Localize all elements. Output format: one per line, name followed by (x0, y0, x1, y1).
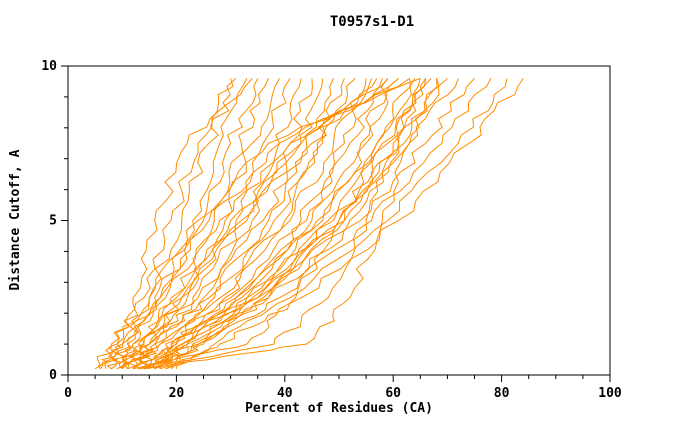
model-curve (154, 78, 412, 370)
y-tick-label: 5 (49, 214, 57, 229)
axis-tick-labels: 0 20 40 60 80 100 0 5 10 (41, 59, 622, 401)
y-tick-label: 10 (41, 59, 57, 74)
model-curve (154, 78, 399, 370)
model-curve (145, 78, 389, 370)
x-tick-label: 60 (385, 386, 401, 401)
model-curve (118, 78, 399, 370)
model-curve (148, 78, 383, 369)
model-curve (116, 77, 410, 370)
model-curve (138, 78, 427, 370)
model-curves (94, 77, 524, 370)
model-curve (121, 78, 280, 370)
model-curve (170, 78, 508, 370)
model-curve (151, 78, 459, 370)
x-tick-label: 100 (598, 386, 622, 401)
model-curve (143, 78, 432, 370)
model-curve (132, 78, 324, 370)
model-curve (106, 78, 259, 370)
model-curve (104, 78, 248, 369)
model-curve (143, 78, 367, 370)
x-tick-label: 40 (277, 386, 293, 401)
model-curve (159, 78, 421, 370)
model-curve (132, 78, 416, 370)
x-tick-label: 0 (64, 386, 72, 401)
x-tick-label: 20 (169, 386, 185, 401)
axis-ticks (61, 65, 611, 382)
model-curve (143, 78, 440, 370)
model-curve (165, 78, 438, 370)
model-curve (165, 78, 492, 370)
model-curve (132, 78, 378, 370)
x-axis-label: Percent of Residues (CA) (245, 401, 433, 416)
model-curve (121, 78, 291, 369)
model-curve (97, 78, 253, 370)
y-tick-label: 0 (49, 368, 57, 383)
model-curve (125, 78, 313, 370)
model-curve (138, 78, 356, 370)
y-axis-label: Distance Cutoff, A (8, 149, 23, 290)
x-tick-label: 80 (494, 386, 510, 401)
chart-title: T0957s1-D1 (330, 14, 414, 30)
model-curve (111, 77, 421, 370)
model-curve (159, 78, 475, 370)
model-curve (116, 78, 269, 370)
